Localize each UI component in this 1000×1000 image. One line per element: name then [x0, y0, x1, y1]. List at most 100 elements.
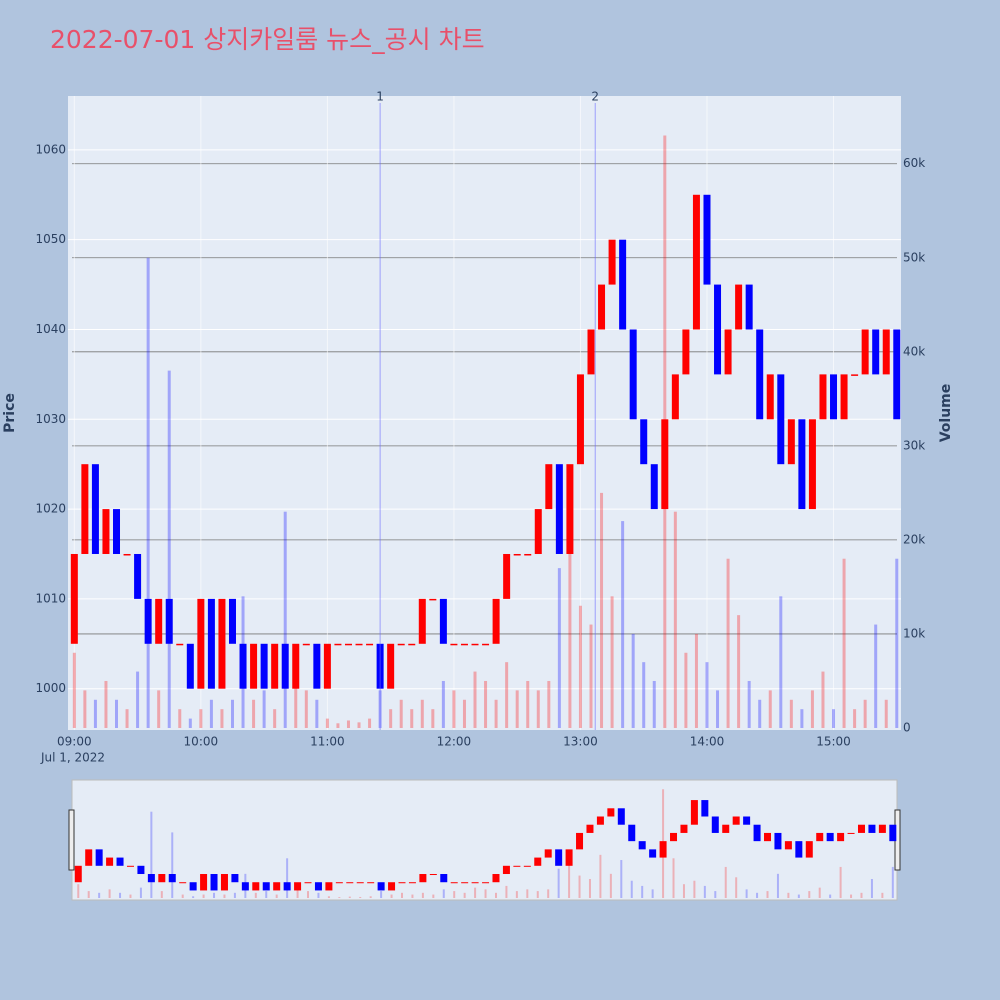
candle: [545, 464, 553, 510]
range-slider-handle[interactable]: [68, 809, 75, 871]
candle: [429, 598, 437, 601]
x-tick-label: 12:00: [437, 735, 472, 749]
candle: [819, 374, 827, 420]
slider-volume-bar: [380, 891, 383, 898]
slider-volume-bar: [129, 894, 132, 898]
volume-bar: [810, 690, 814, 728]
slider-candle: [200, 874, 208, 891]
x-tick-label: 11:00: [310, 735, 345, 749]
annotation-label: 2: [591, 90, 599, 104]
slider-volume-bar: [296, 884, 299, 898]
slider-volume-bar: [881, 892, 884, 898]
slider-volume-bar: [745, 889, 748, 898]
candle: [387, 643, 395, 689]
slider-candle: [314, 882, 322, 891]
volume-bar: [800, 709, 804, 728]
candle: [323, 643, 331, 689]
candle: [650, 464, 658, 510]
slider-candle: [126, 865, 134, 867]
slider-volume-bar: [839, 866, 842, 898]
slider-candle: [701, 800, 709, 817]
candle: [250, 643, 258, 689]
volume-bar: [610, 596, 614, 728]
slider-candle: [617, 808, 625, 825]
candle: [703, 194, 711, 285]
candle: [176, 643, 184, 646]
slider-volume-bar: [682, 884, 685, 898]
slider-candle: [764, 832, 772, 842]
volume-bar: [568, 502, 572, 728]
slider-volume-bar: [766, 891, 769, 898]
candle: [640, 419, 648, 465]
candle: [524, 553, 532, 556]
candle: [766, 374, 774, 420]
slider-volume-bar: [808, 891, 811, 898]
candle: [155, 598, 163, 644]
slider-candle: [596, 816, 604, 825]
candle: [513, 553, 521, 556]
candle: [271, 643, 279, 689]
volume-bar: [515, 690, 519, 728]
candle: [840, 374, 848, 420]
range-slider[interactable]: [71, 779, 898, 901]
slider-volume-bar: [599, 854, 602, 898]
volume-bar: [642, 662, 646, 728]
candle: [671, 374, 679, 420]
slider-candle: [889, 824, 897, 842]
annotation-label: 1: [376, 90, 384, 104]
volume-bar: [589, 624, 593, 728]
volume-bar: [452, 690, 456, 728]
slider-candle: [241, 882, 249, 891]
volume-bar: [441, 680, 445, 728]
volume-bar: [294, 652, 298, 728]
slider-volume-bar: [536, 891, 539, 898]
y2-tick-label: 60k: [903, 156, 925, 170]
slider-candle: [857, 824, 865, 833]
candle: [281, 643, 289, 689]
slider-candle: [273, 882, 281, 891]
candle: [165, 598, 173, 644]
candle: [218, 598, 226, 689]
candle: [207, 598, 215, 689]
slider-volume-bar: [547, 889, 550, 898]
candle: [608, 239, 616, 285]
slider-candle: [565, 849, 573, 866]
slider-candle: [106, 857, 114, 866]
candle: [91, 464, 99, 554]
candle: [102, 509, 110, 554]
slider-volume-bar: [338, 897, 341, 898]
slider-candle: [711, 816, 719, 833]
volume-bar: [842, 558, 846, 728]
slider-candle: [659, 841, 667, 858]
slider-candle: [670, 832, 678, 842]
slider-candle: [805, 841, 813, 858]
slider-volume-bar: [442, 889, 445, 898]
slider-volume-bar: [108, 889, 111, 898]
slider-candle: [367, 882, 375, 884]
x-tick-label: 14:00: [690, 735, 725, 749]
volume-bar: [368, 718, 372, 728]
volume-bar: [315, 699, 319, 728]
slider-volume-bar: [453, 891, 456, 898]
slider-candle: [482, 882, 490, 884]
y2-tick-label: 10k: [903, 626, 925, 640]
slider-volume-bar: [150, 811, 153, 898]
candle: [534, 509, 542, 554]
y2-tick-label: 20k: [903, 532, 925, 546]
volume-bar: [652, 680, 656, 728]
candle: [144, 598, 152, 644]
slider-candle: [346, 882, 354, 884]
candle: [123, 553, 131, 556]
slider-volume-bar: [119, 892, 122, 898]
volume-bar: [273, 709, 277, 728]
volume-bar: [895, 558, 899, 728]
slider-volume-bar: [463, 892, 466, 898]
candle: [239, 643, 247, 689]
volume-bar: [115, 699, 119, 728]
candle: [292, 643, 300, 689]
candle: [313, 643, 321, 689]
slider-volume-bar: [87, 891, 90, 898]
slider-candle: [461, 882, 469, 884]
volume-bar: [104, 680, 108, 728]
